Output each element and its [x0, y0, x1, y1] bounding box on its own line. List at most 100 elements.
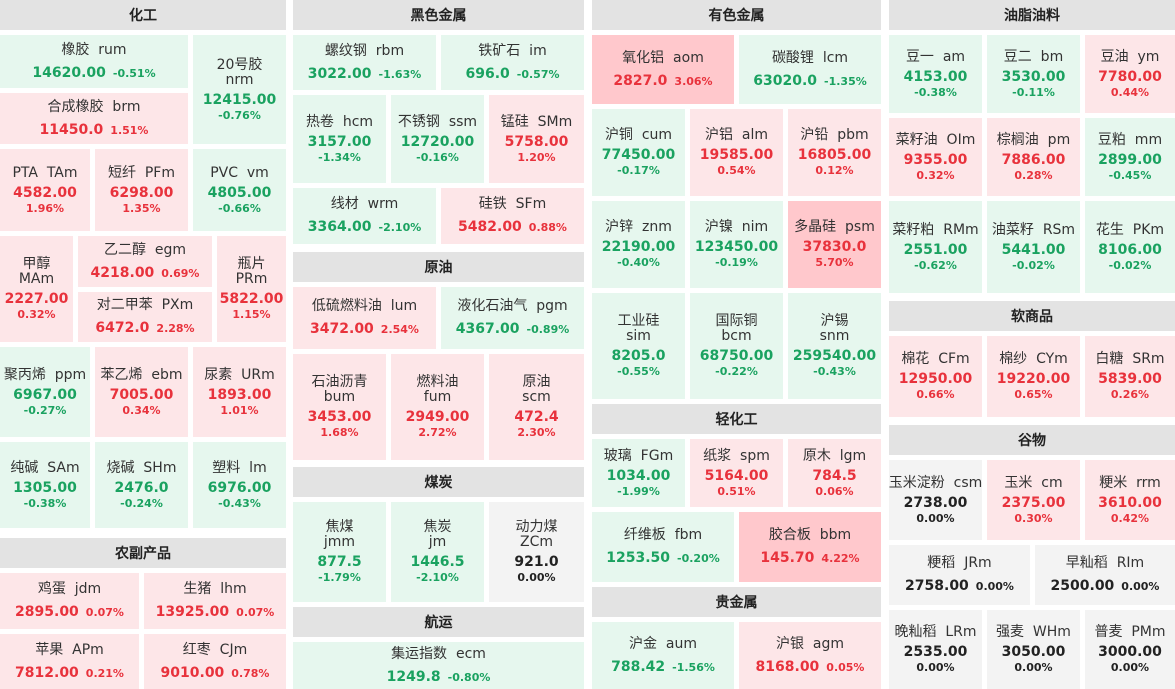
- quote-tile[interactable]: 沪锌 znm 22190.00 -0.40%: [592, 201, 685, 288]
- quote-tile[interactable]: 锰硅 SMm 5758.00 1.20%: [489, 95, 584, 183]
- quote-values: 2758.00 0.00%: [905, 578, 1014, 594]
- quote-tile[interactable]: 硅铁 SFm 5482.00 0.88%: [441, 188, 584, 244]
- quote-tile[interactable]: 纯碱 SAm 1305.00 -0.38%: [0, 442, 90, 528]
- quote-tile[interactable]: 菜籽粕 RMm 2551.00 -0.62%: [889, 201, 982, 293]
- quote-tile[interactable]: 豆粕 mm 2899.00 -0.45%: [1085, 118, 1175, 196]
- last-price: 8205.0: [611, 348, 666, 364]
- quote-tile[interactable]: 工业硅 sim 8205.0 -0.55%: [592, 293, 685, 399]
- quote-tile[interactable]: 沪铝 alm 19585.00 0.54%: [690, 109, 783, 196]
- quote-tile[interactable]: 尿素 URm 1893.00 1.01%: [193, 347, 286, 437]
- quote-tile[interactable]: 甲醇 MAm 2227.00 0.32%: [0, 236, 73, 342]
- quote-tile[interactable]: 对二甲苯 PXm 6472.0 2.28%: [78, 292, 212, 342]
- quote-values: 2895.00 0.07%: [15, 604, 124, 620]
- last-price: 5758.00: [504, 133, 569, 150]
- quote-tile[interactable]: 原油 scm 472.4 2.30%: [489, 354, 584, 460]
- quote-tile[interactable]: 瓶片 PRm 5822.00 1.15%: [217, 236, 286, 342]
- quote-tile[interactable]: 晚籼稻 LRm 2535.00 0.00%: [889, 610, 982, 689]
- quote-tile[interactable]: 早籼稻 RIm 2500.00 0.00%: [1035, 545, 1175, 605]
- quote-tile[interactable]: 生猪 lhm 13925.00 0.07%: [144, 573, 286, 629]
- quote-tile[interactable]: 苹果 APm 7812.00 0.21%: [0, 634, 139, 689]
- quote-tile[interactable]: 焦炭 jm 1446.5 -2.10%: [391, 502, 484, 602]
- quote-tile[interactable]: 玉米淀粉 csm 2738.00 0.00%: [889, 460, 982, 540]
- quote-tile[interactable]: 乙二醇 egm 4218.00 0.69%: [78, 236, 212, 287]
- quote-tile[interactable]: 白糖 SRm 5839.00 0.26%: [1085, 336, 1175, 417]
- change-percent: -0.45%: [1108, 168, 1152, 182]
- section-header-youzhi: 油脂油料: [889, 0, 1175, 30]
- quote-tile[interactable]: 沪镍 nim 123450.00 -0.19%: [690, 201, 783, 288]
- quote-tile[interactable]: 纤维板 fbm 1253.50 -0.20%: [592, 512, 734, 582]
- quote-tile[interactable]: 短纤 PFm 6298.00 1.35%: [95, 149, 188, 231]
- quote-tile[interactable]: 塑料 lm 6976.00 -0.43%: [193, 442, 286, 528]
- quote-tile[interactable]: 焦煤 jmm 877.5 -1.79%: [293, 502, 386, 602]
- contract-name: 塑料 lm: [212, 459, 267, 476]
- quote-tile[interactable]: 玻璃 FGm 1034.00 -1.99%: [592, 439, 685, 507]
- quote-tile[interactable]: 石油沥青 bum 3453.00 1.68%: [293, 354, 386, 460]
- quote-tile[interactable]: 普麦 PMm 3000.00 0.00%: [1085, 610, 1175, 689]
- quote-tile[interactable]: 沪锡 snm 259540.00 -0.43%: [788, 293, 881, 399]
- quote-tile[interactable]: 氧化铝 aom 2827.0 3.06%: [592, 35, 734, 104]
- quote-tile[interactable]: 集运指数 ecm 1249.8 -0.80%: [293, 642, 584, 689]
- last-price: 16805.00: [797, 147, 872, 163]
- quote-tile[interactable]: 燃料油 fum 2949.00 2.72%: [391, 354, 484, 460]
- quote-values: 8106.00 -0.02%: [1098, 242, 1162, 272]
- quote-tile[interactable]: 棉花 CFm 12950.00 0.66%: [889, 336, 982, 417]
- quote-tile[interactable]: 20号胶 nrm 12415.00 -0.76%: [193, 35, 286, 144]
- last-price: 259540.00: [792, 348, 877, 364]
- quote-tile[interactable]: PTA TAm 4582.00 1.96%: [0, 149, 90, 231]
- quote-tile[interactable]: 国际铜 bcm 68750.00 -0.22%: [690, 293, 783, 399]
- change-percent: 0.05%: [826, 660, 865, 674]
- quote-tile[interactable]: 粳稻 JRm 2758.00 0.00%: [889, 545, 1030, 605]
- quote-values: 921.0 0.00%: [514, 554, 558, 584]
- quote-tile[interactable]: 菜籽油 OIm 9355.00 0.32%: [889, 118, 982, 196]
- contract-name: 胶合板 bbm: [768, 527, 852, 543]
- quote-tile[interactable]: 原木 lgm 784.5 0.06%: [788, 439, 881, 507]
- quote-tile[interactable]: 棕榈油 pm 7886.00 0.28%: [987, 118, 1080, 196]
- quote-tile[interactable]: 强麦 WHm 3050.00 0.00%: [987, 610, 1080, 689]
- quote-values: 2476.0 -0.24%: [114, 480, 168, 510]
- section-header-guijinshu: 贵金属: [592, 587, 881, 617]
- contract-name: 豆二 bm: [1003, 48, 1064, 65]
- quote-tile[interactable]: 红枣 CJm 9010.00 0.78%: [144, 634, 286, 689]
- quote-tile[interactable]: 合成橡胶 brm 11450.0 1.51%: [0, 93, 188, 144]
- quote-tile[interactable]: 烧碱 SHm 2476.0 -0.24%: [95, 442, 188, 528]
- quote-tile[interactable]: 豆一 am 4153.00 -0.38%: [889, 35, 982, 113]
- contract-name: 不锈钢 ssm: [397, 113, 478, 130]
- quote-tile[interactable]: 碳酸锂 lcm 63020.0 -1.35%: [739, 35, 881, 104]
- last-price: 2899.00: [1098, 151, 1162, 168]
- quote-tile[interactable]: 液化石油气 pgm 4367.00 -0.89%: [441, 287, 584, 349]
- quote-values: 3472.00 2.54%: [310, 321, 419, 337]
- quote-values: 6298.00 1.35%: [110, 185, 174, 215]
- quote-tile[interactable]: 豆油 ym 7780.00 0.44%: [1085, 35, 1175, 113]
- quote-tile[interactable]: 豆二 bm 3530.00 -0.11%: [987, 35, 1080, 113]
- quote-tile[interactable]: 聚丙烯 ppm 6967.00 -0.27%: [0, 347, 90, 437]
- quote-tile[interactable]: 苯乙烯 ebm 7005.00 0.34%: [95, 347, 188, 437]
- last-price: 4367.00: [455, 321, 520, 337]
- quote-tile[interactable]: 多晶硅 psm 37830.0 5.70%: [788, 201, 881, 288]
- quote-tile[interactable]: 玉米 cm 2375.00 0.30%: [987, 460, 1080, 540]
- quote-tile[interactable]: 胶合板 bbm 145.70 4.22%: [739, 512, 881, 582]
- quote-tile[interactable]: 油菜籽 RSm 5441.00 -0.02%: [987, 201, 1080, 293]
- quote-tile[interactable]: 鸡蛋 jdm 2895.00 0.07%: [0, 573, 139, 629]
- contract-name: 玉米淀粉 csm: [889, 474, 982, 491]
- last-price: 696.0: [465, 65, 510, 82]
- quote-tile[interactable]: 低硫燃料油 lum 3472.00 2.54%: [293, 287, 436, 349]
- quote-tile[interactable]: 沪铅 pbm 16805.00 0.12%: [788, 109, 881, 196]
- quote-tile[interactable]: 沪金 aum 788.42 -1.56%: [592, 622, 734, 689]
- quote-tile[interactable]: 粳米 rrm 3610.00 0.42%: [1085, 460, 1175, 540]
- quote-tile[interactable]: 橡胶 rum 14620.00 -0.51%: [0, 35, 188, 88]
- quote-tile[interactable]: 沪银 agm 8168.00 0.05%: [739, 622, 881, 689]
- quote-tile[interactable]: 花生 PKm 8106.00 -0.02%: [1085, 201, 1175, 293]
- quote-tile[interactable]: 不锈钢 ssm 12720.00 -0.16%: [391, 95, 484, 183]
- quote-tile[interactable]: 沪铜 cum 77450.00 -0.17%: [592, 109, 685, 196]
- last-price: 3364.00: [307, 219, 372, 235]
- last-price: 7812.00: [15, 664, 79, 681]
- quote-tile[interactable]: 棉纱 CYm 19220.00 0.65%: [987, 336, 1080, 417]
- quote-tile[interactable]: 热卷 hcm 3157.00 -1.34%: [293, 95, 386, 183]
- quote-tile[interactable]: 线材 wrm 3364.00 -2.10%: [293, 188, 436, 244]
- contract-name: 花生 PKm: [1095, 221, 1165, 238]
- quote-tile[interactable]: 铁矿石 im 696.0 -0.57%: [441, 35, 584, 90]
- quote-tile[interactable]: PVC vm 4805.00 -0.66%: [193, 149, 286, 231]
- quote-tile[interactable]: 纸浆 spm 5164.00 0.51%: [690, 439, 783, 507]
- quote-tile[interactable]: 动力煤 ZCm 921.0 0.00%: [489, 502, 584, 602]
- quote-tile[interactable]: 螺纹钢 rbm 3022.00 -1.63%: [293, 35, 436, 90]
